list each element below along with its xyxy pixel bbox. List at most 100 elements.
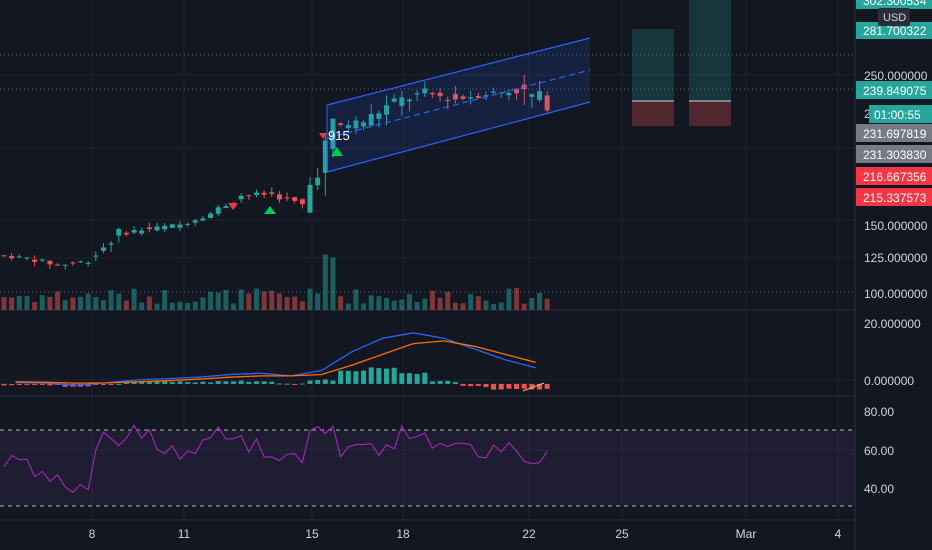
buy-signal-marker <box>264 206 276 214</box>
price-tick: 250.000000 <box>864 69 928 83</box>
time-tick: 4 <box>835 527 842 541</box>
volume-bar <box>261 291 267 310</box>
volume-bar <box>537 293 543 310</box>
channel-lower-line[interactable] <box>326 101 591 173</box>
current-price-badge <box>856 81 932 99</box>
candle-body <box>315 177 321 186</box>
time-tick: Mar <box>736 527 757 541</box>
currency-badge[interactable] <box>878 8 910 26</box>
candle-body <box>223 206 229 208</box>
macd-histogram-bar <box>384 368 390 384</box>
macd-histogram-bar <box>32 383 38 385</box>
position-loss-zone[interactable] <box>689 101 731 126</box>
volume-bar <box>123 300 129 310</box>
candle-body <box>353 120 359 129</box>
time-axis[interactable]: 8 11 15 18 22 25 Mar 4 <box>89 527 842 541</box>
volume-bar <box>238 289 244 310</box>
volume-bar <box>338 296 344 310</box>
volume-bar <box>9 297 15 310</box>
candle-body <box>537 91 543 100</box>
volume-bar <box>299 301 305 310</box>
candle-body <box>460 96 466 99</box>
volume-bar <box>253 288 259 310</box>
volume-bar <box>406 294 412 310</box>
rsi-band <box>0 430 855 506</box>
volume-bar <box>16 296 22 310</box>
volume-bar <box>200 297 206 310</box>
volume-bar <box>93 296 99 310</box>
volume-bar <box>215 292 221 310</box>
candle-body <box>391 98 397 102</box>
macd-histogram-bar <box>460 383 466 386</box>
candle-body <box>422 88 428 94</box>
volume-bar <box>208 291 214 310</box>
macd-histogram-bar <box>399 373 405 384</box>
volume-bar <box>452 302 458 310</box>
channel-fill <box>327 38 590 172</box>
candle-body <box>299 199 305 205</box>
candle-body <box>307 184 313 213</box>
macd-histogram-bar <box>93 383 99 385</box>
volume-bar <box>529 298 535 310</box>
macd-histogram-bar <box>330 380 336 384</box>
macd-histogram-bar <box>406 373 412 384</box>
volume-bar <box>62 300 68 310</box>
position-profit-zone[interactable] <box>632 29 674 101</box>
time-tick: 22 <box>522 527 536 541</box>
macd-histogram-bar <box>16 383 22 385</box>
candle-body <box>338 123 344 125</box>
position-loss-zone[interactable] <box>632 101 674 126</box>
price-badge-label: 302.300534 <box>863 0 927 8</box>
macd-histogram-bar <box>39 383 45 385</box>
candle-body <box>32 259 38 262</box>
macd-histogram-bar <box>429 381 435 384</box>
macd-histogram-bar <box>307 380 313 384</box>
macd-histogram-bar <box>376 368 382 384</box>
volume-bar <box>384 297 390 310</box>
macd-histogram-bar <box>276 383 282 385</box>
candle-body <box>406 99 412 102</box>
volume-bar <box>521 303 527 310</box>
volume-bar <box>429 290 435 310</box>
volume-bar <box>414 301 420 310</box>
price-badge-label: 281.700322 <box>863 24 927 38</box>
candle-body <box>246 195 252 197</box>
trend-line-drawing[interactable] <box>522 382 545 392</box>
macd-histogram-bar <box>9 383 15 386</box>
volume-bar <box>108 290 114 310</box>
macd-histogram-bar <box>514 383 520 390</box>
time-tick: 25 <box>615 527 629 541</box>
position-profit-zone[interactable] <box>689 0 731 101</box>
macd-histogram-bar <box>437 380 443 384</box>
volume-bar <box>116 293 122 310</box>
countdown-label: 01:00:55 <box>874 108 921 122</box>
volume-bar <box>100 300 106 310</box>
volume-bar <box>498 302 504 310</box>
candle-body <box>139 230 145 234</box>
macd-histogram-bar <box>261 381 267 384</box>
price-badge <box>856 0 932 9</box>
volume-bar <box>47 296 53 310</box>
channel-upper-line[interactable] <box>326 37 591 106</box>
candle-body <box>24 257 30 259</box>
volume-bar <box>399 299 405 310</box>
channel-middle-line[interactable] <box>326 69 591 139</box>
regression-channel[interactable] <box>326 37 591 173</box>
price-badge-label: 231.303830 <box>863 148 927 162</box>
macd-histogram-bar <box>529 383 535 390</box>
macd-histogram-bar <box>200 381 206 384</box>
macd-tick: 0.000000 <box>864 374 914 388</box>
macd-histogram-bar <box>192 382 198 384</box>
candle-body <box>16 256 22 258</box>
signal-label: 915 <box>328 128 350 143</box>
grid <box>0 0 855 520</box>
macd-histogram-bar <box>215 381 221 384</box>
macd-histogram-bar <box>414 373 420 384</box>
volume-bar <box>185 302 191 310</box>
price-badge <box>856 22 932 39</box>
rsi-tick: 40.00 <box>864 482 894 496</box>
volume-bar <box>483 300 489 310</box>
macd-histogram-bar <box>108 383 114 385</box>
macd-histogram <box>1 367 550 390</box>
